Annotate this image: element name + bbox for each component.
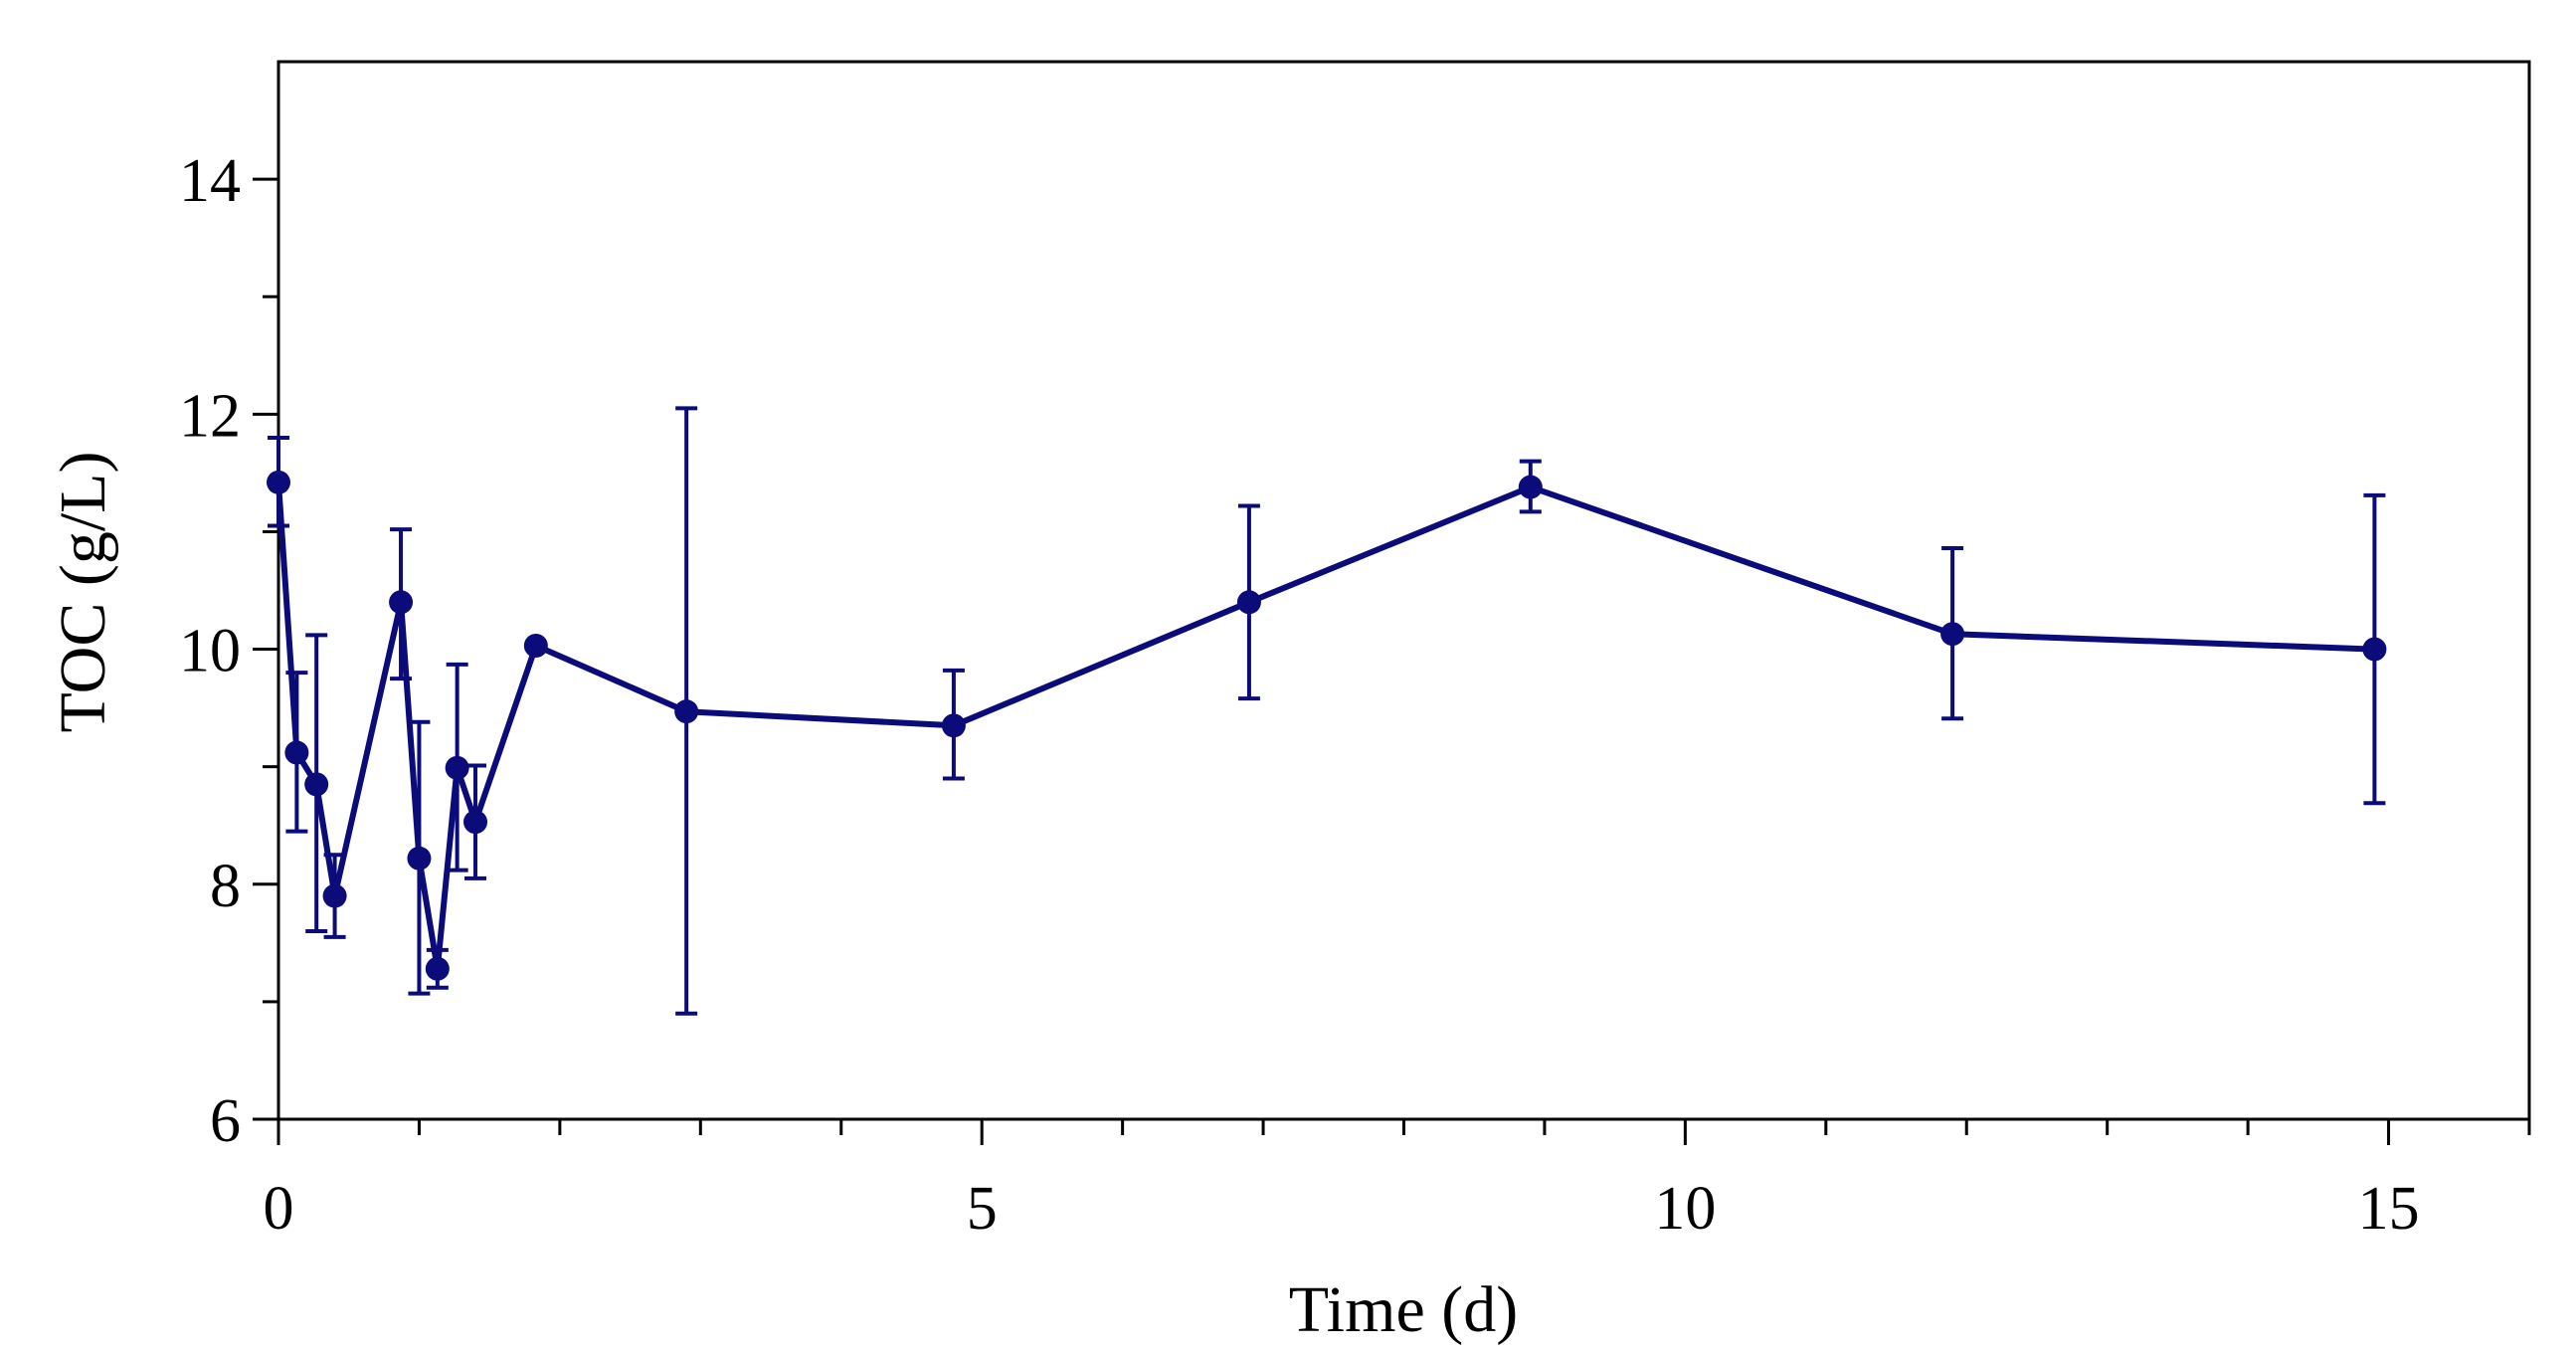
data-point bbox=[1236, 590, 1261, 615]
x-tick-label: 0 bbox=[264, 1175, 294, 1243]
data-point bbox=[2362, 637, 2387, 662]
y-axis-ticks bbox=[253, 177, 278, 1121]
data-point bbox=[322, 883, 347, 908]
x-tick-label: 15 bbox=[2358, 1175, 2420, 1243]
data-point bbox=[1518, 475, 1543, 499]
series-line bbox=[276, 482, 2375, 972]
y-tick-label: 8 bbox=[210, 853, 241, 920]
error-bars bbox=[268, 406, 2386, 1016]
y-axis-title: TOC (g/L) bbox=[47, 452, 119, 733]
data-point bbox=[407, 846, 432, 871]
data-point bbox=[463, 810, 488, 835]
data-point bbox=[284, 740, 309, 765]
data-point bbox=[304, 772, 329, 797]
data-point bbox=[425, 956, 450, 981]
y-axis-tick-labels: 6 8 10 12 14 bbox=[179, 147, 241, 1155]
data-point bbox=[445, 755, 469, 780]
y-tick-label: 10 bbox=[179, 618, 241, 685]
plot-area-frame bbox=[276, 60, 2531, 1121]
x-axis-ticks bbox=[276, 1119, 2531, 1145]
data-point bbox=[267, 470, 290, 494]
x-tick-label: 10 bbox=[1654, 1175, 1716, 1243]
data-point bbox=[941, 713, 966, 738]
x-tick-label: 5 bbox=[967, 1175, 998, 1243]
data-point bbox=[674, 699, 699, 724]
data-point bbox=[1940, 622, 1965, 647]
y-tick-label: 6 bbox=[210, 1087, 241, 1155]
data-point bbox=[523, 634, 548, 659]
data-markers bbox=[267, 470, 2387, 981]
y-tick-label: 14 bbox=[179, 147, 241, 215]
x-axis-tick-labels: 0 5 10 15 bbox=[264, 1175, 2420, 1243]
x-axis-title: Time (d) bbox=[1289, 1273, 1518, 1346]
data-point bbox=[389, 590, 414, 615]
y-tick-label: 12 bbox=[179, 382, 241, 450]
